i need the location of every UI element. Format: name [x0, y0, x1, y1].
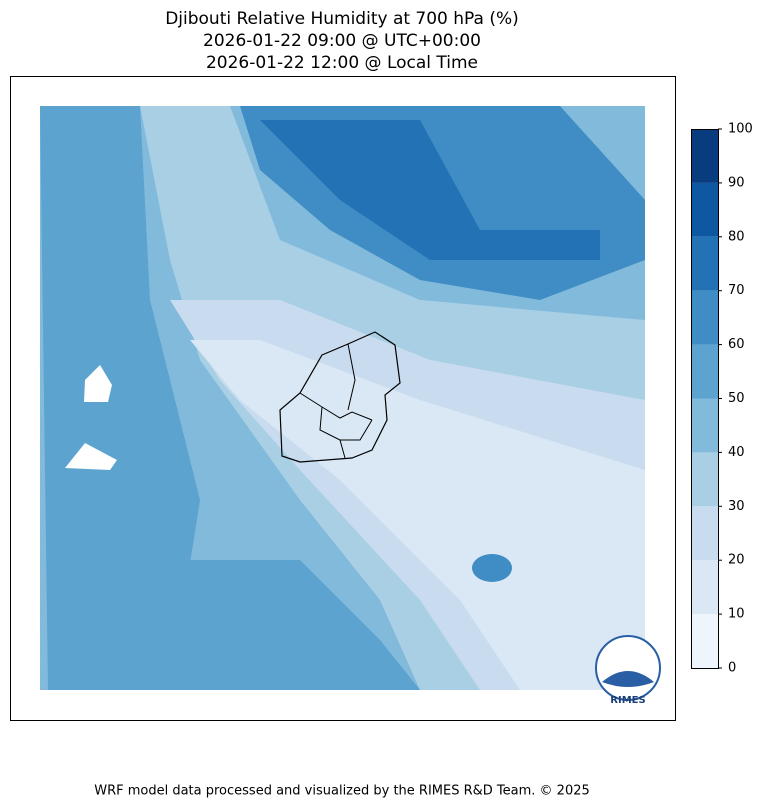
- colorbar-segment: [691, 614, 718, 668]
- logo-wave: [602, 671, 654, 687]
- colorbar-tick-label: 30: [728, 499, 745, 514]
- colorbar: 0 10 20 30 40 50 60 70 80 90 100: [691, 122, 753, 676]
- map-frame: [10, 76, 676, 721]
- logo-text: RIMES: [610, 695, 645, 706]
- colorbar-tick-label: 100: [728, 122, 753, 137]
- colorbar-tick-label: 10: [728, 607, 745, 622]
- gap: [65, 443, 117, 470]
- colorbar-tick-label: 50: [728, 391, 745, 406]
- colorbar-segment: [691, 344, 718, 399]
- colorbar-tick-label: 80: [728, 229, 745, 244]
- gap: [84, 365, 112, 402]
- title-line: Djibouti Relative Humidity at 700 hPa (%…: [165, 9, 519, 29]
- colorbar-segment: [691, 560, 718, 615]
- colorbar-segment: [691, 182, 718, 237]
- colorbar-tick-label: 90: [728, 175, 745, 190]
- colorbar-tick-label: 60: [728, 337, 745, 352]
- region-border: [299, 343, 373, 459]
- field-south: [170, 560, 420, 690]
- colorbar-tick-label: 0: [728, 661, 736, 676]
- colorbar-segment: [691, 452, 718, 507]
- field-north-dark: [260, 120, 600, 260]
- colorbar-tick-label: 70: [728, 283, 745, 298]
- logo: [595, 635, 661, 701]
- field-blob: [472, 554, 512, 582]
- footer: WRF model data processed and visualized …: [94, 784, 590, 799]
- map: RIMES: [40, 106, 661, 706]
- field-west: [40, 106, 200, 690]
- field-band-lightest: [190, 340, 645, 690]
- colorbar-tick-label: 20: [728, 553, 745, 568]
- colorbar-segment: [691, 236, 718, 291]
- title-line: 2026-01-22 09:00 @ UTC+00:00: [203, 31, 481, 51]
- colorbar-tick-label: 40: [728, 445, 745, 460]
- colorbar-segment: [691, 506, 718, 561]
- colorbar-segment: [691, 129, 718, 183]
- colorbar-segment: [691, 290, 718, 345]
- title-line: 2026-01-22 12:00 @ Local Time: [206, 53, 478, 73]
- country-border: [279, 331, 401, 463]
- colorbar-segment: [691, 398, 718, 453]
